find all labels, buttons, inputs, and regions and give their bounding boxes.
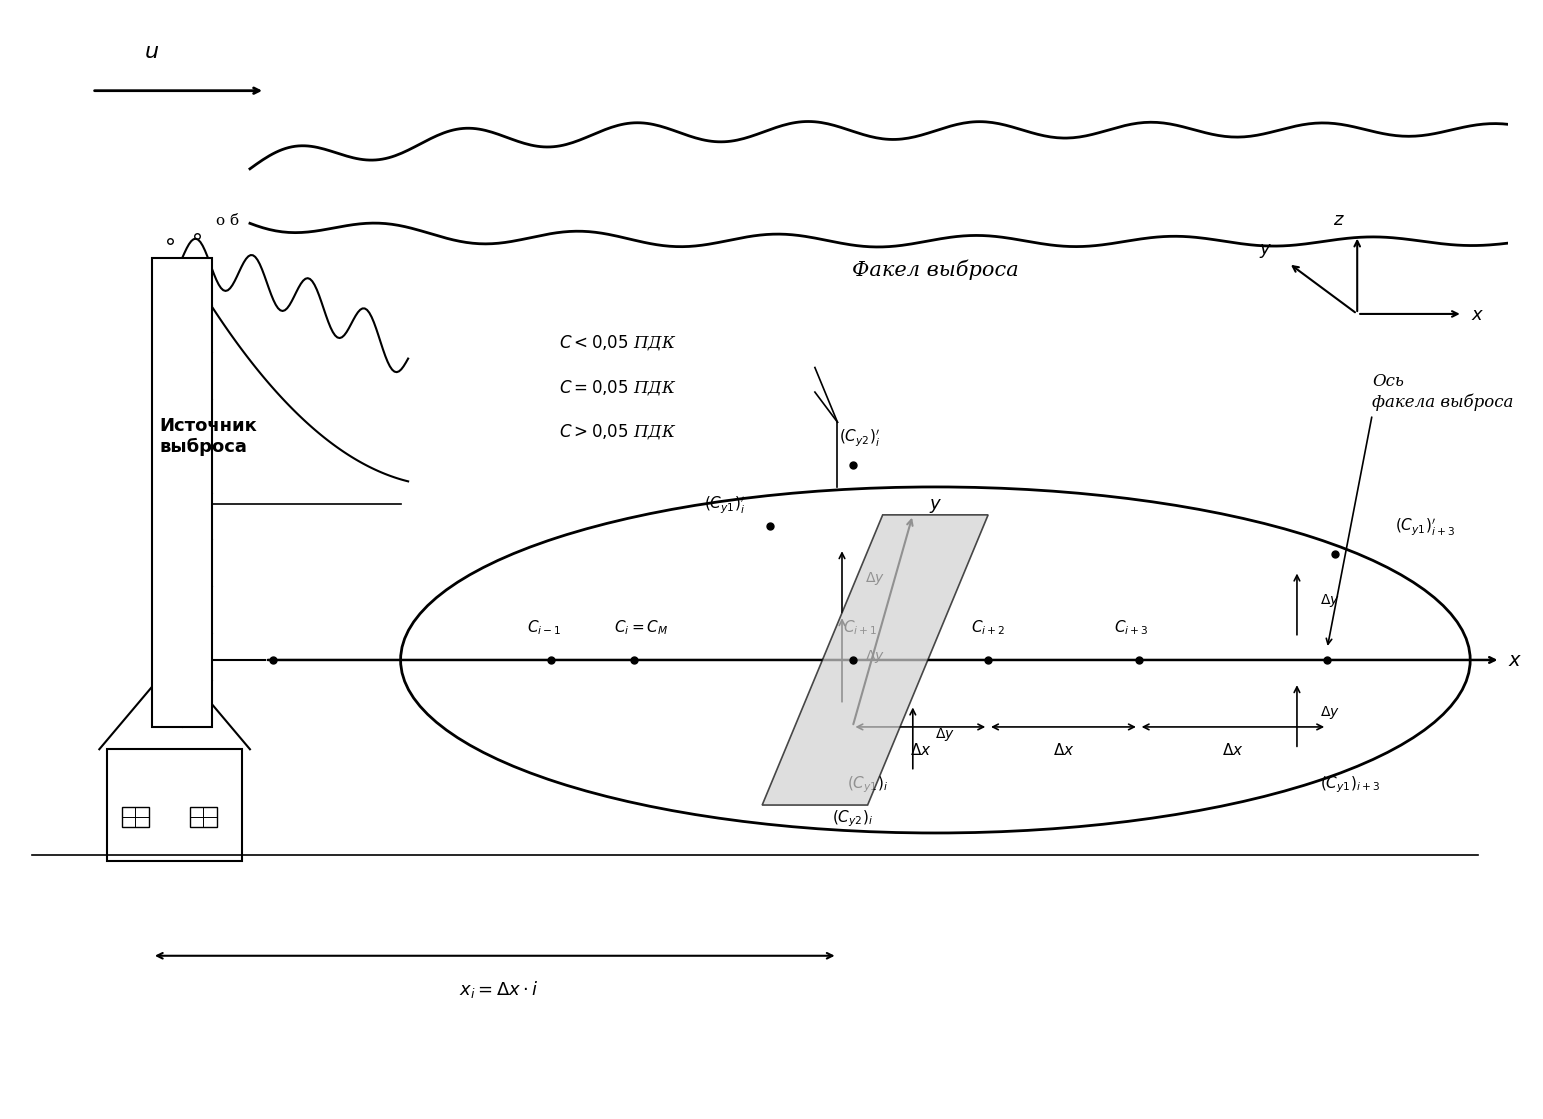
Polygon shape bbox=[762, 515, 988, 805]
Text: $C = 0{,}05$ ПДК: $C = 0{,}05$ ПДК bbox=[559, 377, 676, 396]
Text: Факел выброса: Факел выброса bbox=[852, 258, 1018, 280]
Text: $(C_{y1})_{i+3}$: $(C_{y1})_{i+3}$ bbox=[1319, 774, 1379, 794]
Text: $x$: $x$ bbox=[1508, 651, 1521, 669]
Text: $\Delta y$: $\Delta y$ bbox=[864, 648, 884, 665]
Text: $x$: $x$ bbox=[1470, 305, 1484, 323]
Text: $u$: $u$ bbox=[145, 40, 159, 63]
Text: $z$: $z$ bbox=[1333, 210, 1345, 228]
Text: Источник
выброса: Источник выброса bbox=[159, 417, 258, 457]
Bar bbox=[106, 750, 242, 861]
Text: $\Delta y$: $\Delta y$ bbox=[935, 726, 955, 743]
Text: $C > 0{,}05$ ПДК: $C > 0{,}05$ ПДК bbox=[559, 422, 676, 441]
Text: $\Delta y$: $\Delta y$ bbox=[1319, 592, 1339, 609]
Text: $\Delta y$: $\Delta y$ bbox=[1319, 704, 1339, 721]
Text: $\Delta x$: $\Delta x$ bbox=[1222, 742, 1244, 758]
Bar bbox=[190, 807, 218, 827]
Text: $C_{i+2}$: $C_{i+2}$ bbox=[971, 618, 1006, 637]
Text: $\Delta y$: $\Delta y$ bbox=[864, 570, 884, 586]
Text: $(C_{y1})^{\prime}_{i}$: $(C_{y1})^{\prime}_{i}$ bbox=[704, 495, 745, 516]
Text: $(C_{y2})_{i}$: $(C_{y2})_{i}$ bbox=[832, 808, 873, 828]
Text: Ось
факела выброса: Ось факела выброса bbox=[1372, 374, 1514, 411]
Text: $C_{i+1}$: $C_{i+1}$ bbox=[842, 618, 878, 637]
Text: $C_{i-1}$: $C_{i-1}$ bbox=[526, 618, 562, 637]
Text: $y$: $y$ bbox=[929, 497, 943, 515]
Text: $C < 0{,}05$ ПДК: $C < 0{,}05$ ПДК bbox=[559, 333, 676, 351]
Text: $\Delta x$: $\Delta x$ bbox=[1052, 742, 1074, 758]
Text: $x_i = \Delta x \cdot i$: $x_i = \Delta x \cdot i$ bbox=[458, 979, 539, 1000]
Text: $(C_{y2})^{\prime}_{i}$: $(C_{y2})^{\prime}_{i}$ bbox=[839, 427, 881, 449]
Bar bbox=[153, 258, 213, 727]
Bar bbox=[122, 807, 150, 827]
Text: $(C_{y1})^{\prime}_{i+3}$: $(C_{y1})^{\prime}_{i+3}$ bbox=[1395, 517, 1455, 538]
Text: о б: о б bbox=[216, 214, 239, 227]
Text: $(C_{y1})_{i}$: $(C_{y1})_{i}$ bbox=[847, 774, 889, 794]
Text: $\Delta x$: $\Delta x$ bbox=[909, 742, 930, 758]
Text: $C_{i+3}$: $C_{i+3}$ bbox=[1114, 618, 1148, 637]
Text: $C_i = C_M$: $C_i = C_M$ bbox=[614, 618, 668, 637]
Text: $y$: $y$ bbox=[1259, 242, 1273, 261]
